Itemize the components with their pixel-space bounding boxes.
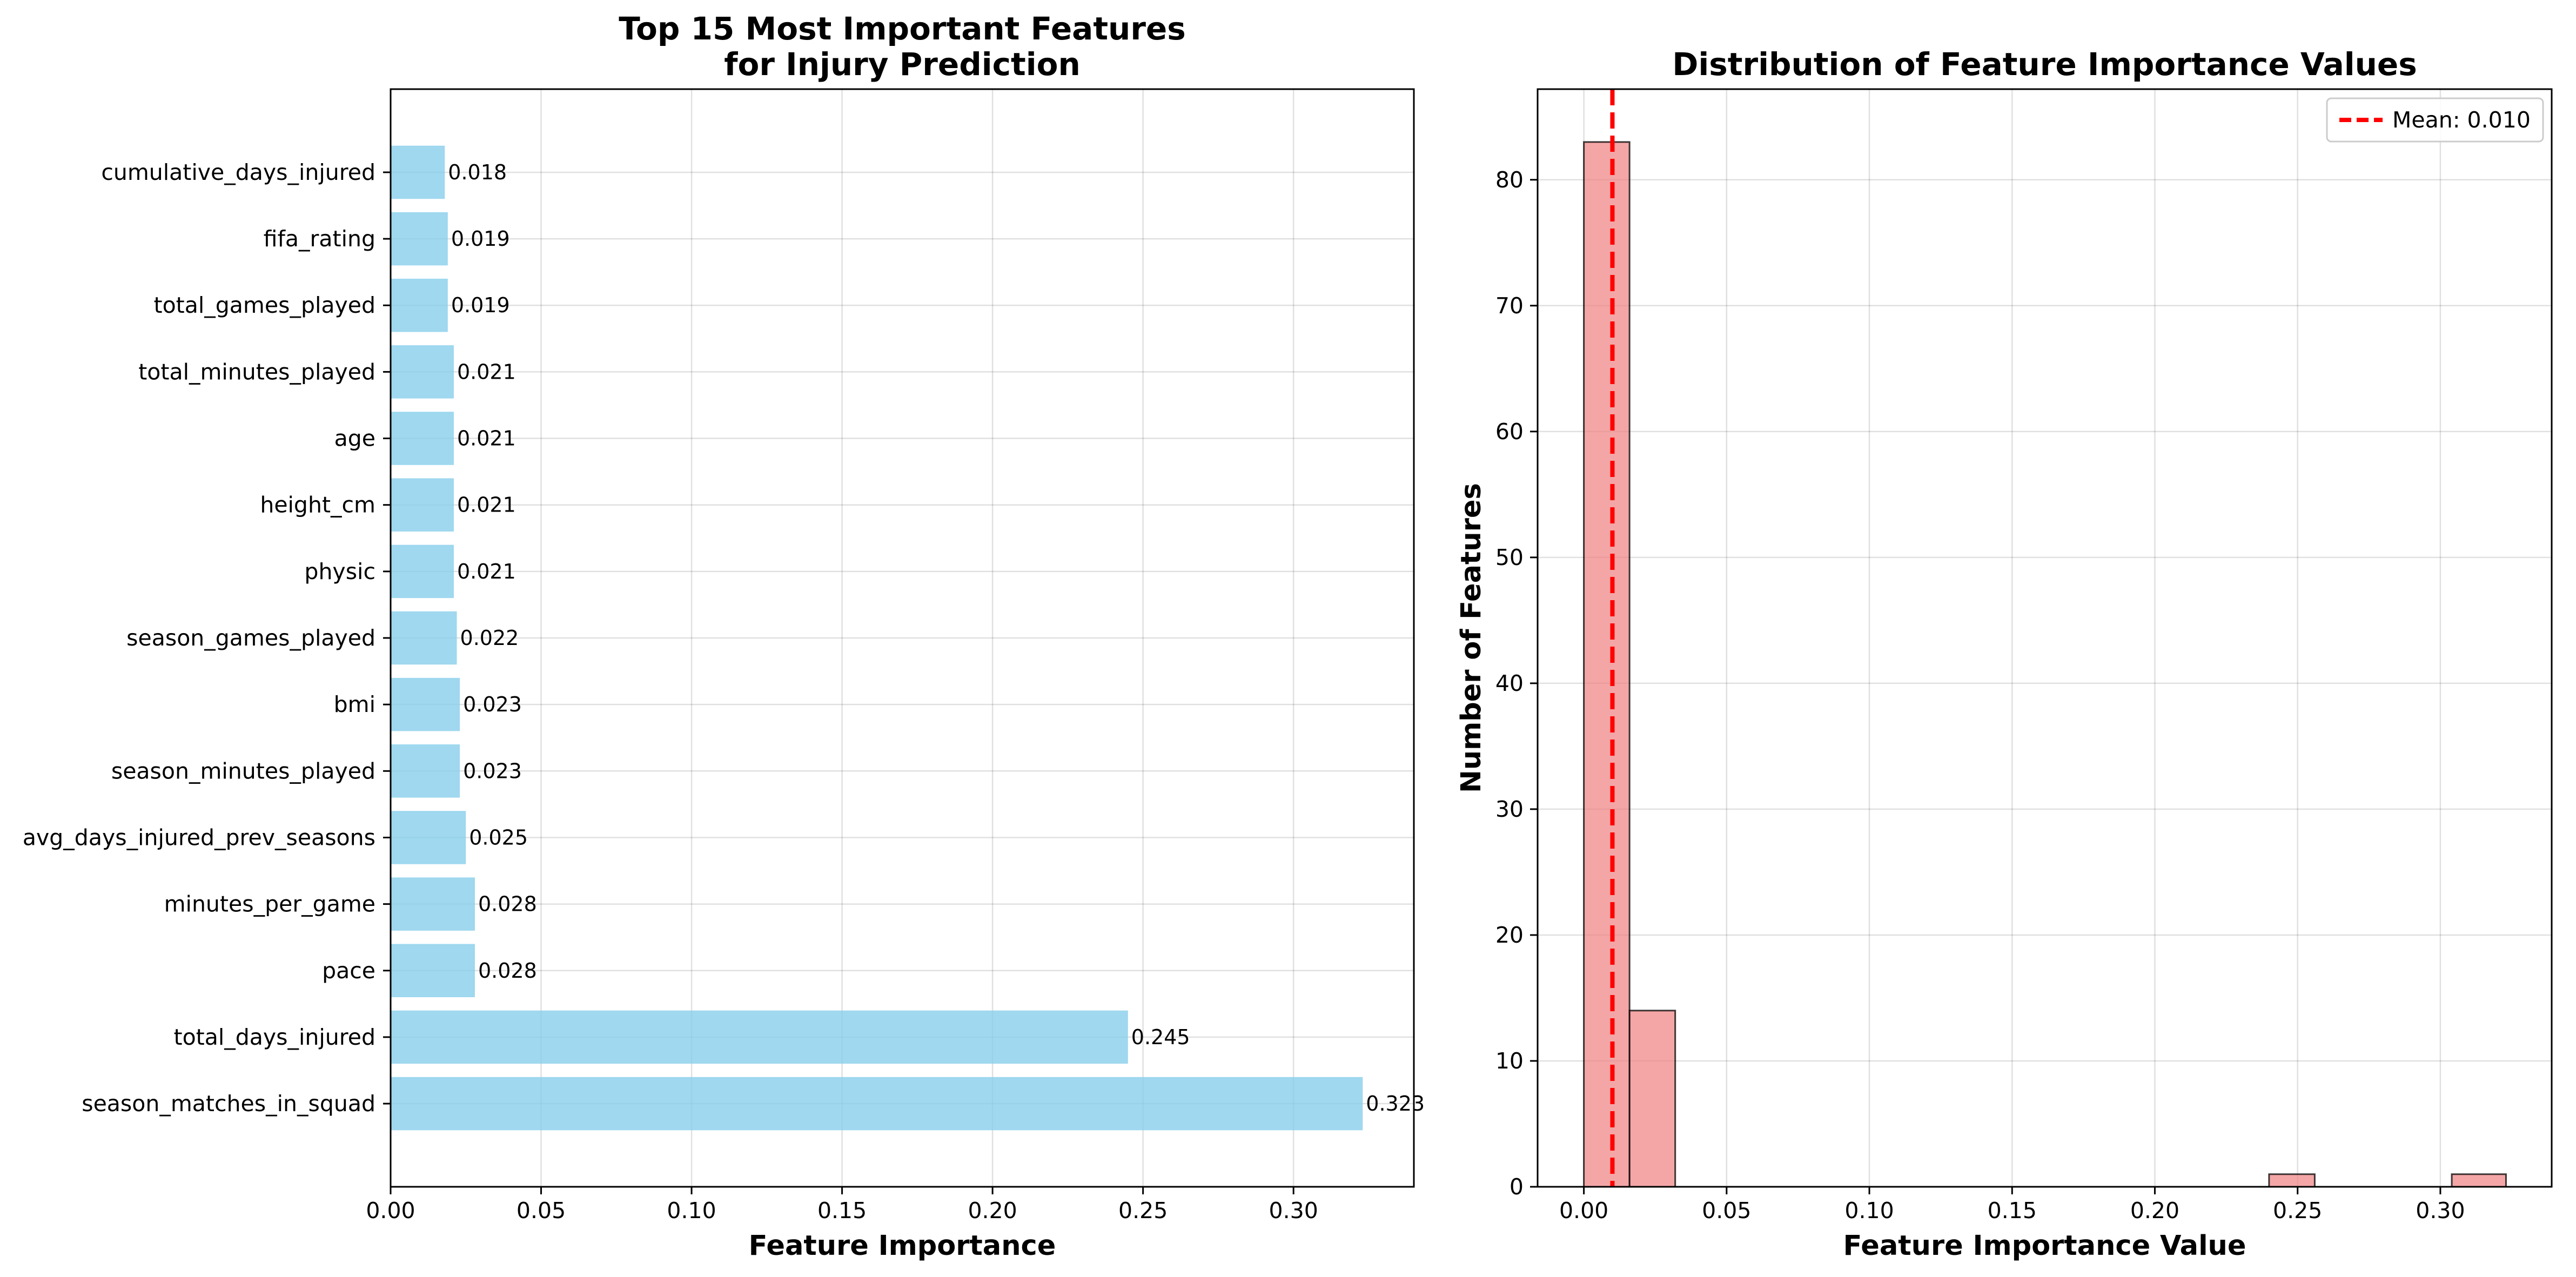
left-x-axis-label: Feature Importance: [749, 1230, 1056, 1262]
left-x-ticks: 0.00 0.05 0.10 0.15 0.20 0.25 0.30: [366, 1187, 1318, 1224]
histogram-bin-0: [1583, 141, 1631, 1188]
data-label-cumulative_days_injured: 0.018: [448, 160, 507, 184]
data-label-physic: 0.021: [457, 560, 516, 583]
bar-cumulative_days_injured: [391, 145, 445, 199]
right-axes-frame: [1537, 88, 2553, 1188]
bar-height_cm: [391, 478, 454, 532]
legend-mean-label: Mean: 0.010: [2392, 107, 2531, 133]
bar-fifa_rating: [391, 212, 448, 266]
right-x-tick-label-0.15: 0.15: [1988, 1198, 2037, 1224]
data-label-total_games_played: 0.019: [451, 293, 510, 317]
data-label-age: 0.021: [457, 427, 516, 451]
data-label-minutes_per_game: 0.028: [478, 892, 537, 916]
histogram-bin-15: [2268, 1173, 2316, 1188]
right-y-tick-label-70: 70: [1495, 293, 1524, 319]
right-y-tick-label-80: 80: [1495, 167, 1524, 193]
right-x-tick-label-0.10: 0.10: [1844, 1198, 1894, 1224]
y-tick-label-total_minutes_played: total_minutes_played: [138, 359, 375, 385]
right-y-tick-label-20: 20: [1495, 922, 1524, 948]
right-y-ticks: 0 10 20 30 40 50 60 70 80: [1495, 167, 1538, 1200]
bar-season_games_played: [391, 611, 457, 665]
right-y-tick-label-0: 0: [1510, 1174, 1524, 1200]
right-y-tick-label-40: 40: [1495, 670, 1524, 696]
y-tick-label-height_cm: height_cm: [260, 492, 375, 518]
y-tick-label-fifa_rating: fifa_rating: [264, 226, 375, 252]
x-tick-label-0.05: 0.05: [516, 1198, 566, 1224]
left-data-labels: 0.323 0.245 0.028 0.028 0.025 0.023 0.023 0.022…: [448, 160, 1425, 1115]
x-tick-label-0.15: 0.15: [817, 1198, 867, 1224]
right-y-tick-label-10: 10: [1495, 1048, 1524, 1074]
right-x-axis-label: Feature Importance Value: [1843, 1230, 2246, 1262]
y-tick-label-total_days_injured: total_days_injured: [174, 1024, 375, 1050]
right-grid: [1538, 89, 2552, 1188]
feature-importance-bar-chart: 0.323 0.245 0.028 0.028 0.025 0.023 0.023 0.022…: [23, 10, 1425, 1262]
x-tick-label-0.10: 0.10: [667, 1198, 716, 1224]
y-tick-label-season_minutes_played: season_minutes_played: [111, 758, 375, 784]
y-tick-label-season_matches_in_squad: season_matches_in_squad: [82, 1091, 375, 1117]
left-y-ticks: season_matches_in_squad total_days_injure…: [23, 159, 391, 1117]
x-tick-label-0.00: 0.00: [366, 1198, 415, 1224]
data-label-fifa_rating: 0.019: [451, 227, 510, 251]
data-label-season_games_played: 0.022: [460, 626, 519, 650]
data-label-bmi: 0.023: [463, 693, 522, 716]
right-y-axis-label: Number of Features: [1455, 483, 1487, 793]
right-x-tick-label-0.25: 0.25: [2273, 1198, 2322, 1224]
bar-season_matches_in_squad: [391, 1077, 1363, 1131]
bar-bmi: [391, 677, 460, 731]
legend: Mean: 0.010: [2326, 97, 2544, 143]
left-chart-title-line-2: for Injury Prediction: [724, 46, 1081, 83]
y-tick-label-pace: pace: [322, 958, 375, 984]
right-x-ticks: 0.00 0.05 0.10 0.15 0.20 0.25 0.30: [1559, 1187, 2465, 1224]
y-tick-label-minutes_per_game: minutes_per_game: [164, 891, 375, 917]
right-y-tick-label-60: 60: [1495, 419, 1524, 445]
x-tick-label-0.20: 0.20: [968, 1198, 1017, 1224]
right-x-tick-label-0.20: 0.20: [2130, 1198, 2179, 1224]
legend-box: [2326, 97, 2544, 143]
histogram-bin-19: [2451, 1173, 2507, 1188]
right-x-tick-label-0.30: 0.30: [2416, 1198, 2465, 1224]
histogram-bin-1: [1628, 1010, 1676, 1188]
y-tick-label-cumulative_days_injured: cumulative_days_injured: [101, 159, 375, 185]
data-label-pace: 0.028: [478, 959, 537, 983]
y-tick-label-age: age: [334, 426, 375, 452]
data-label-avg_days_injured_prev_seasons: 0.025: [469, 825, 528, 849]
left-grid: [390, 89, 1414, 1187]
x-tick-label-0.25: 0.25: [1118, 1198, 1168, 1224]
data-label-total_minutes_played: 0.021: [457, 360, 516, 384]
bar-total_games_played: [391, 278, 448, 332]
bar-pace: [391, 944, 475, 998]
bar-minutes_per_game: [391, 877, 475, 931]
y-tick-label-bmi: bmi: [334, 691, 375, 717]
data-label-season_matches_in_squad: 0.323: [1366, 1092, 1425, 1115]
y-tick-label-physic: physic: [304, 559, 375, 584]
right-x-tick-label-0.00: 0.00: [1559, 1198, 1608, 1224]
x-tick-label-0.30: 0.30: [1269, 1198, 1318, 1224]
bar-total_minutes_played: [391, 345, 454, 399]
right-x-tick-label-0.05: 0.05: [1702, 1198, 1751, 1224]
y-tick-label-avg_days_injured_prev_seasons: avg_days_injured_prev_seasons: [23, 824, 375, 850]
right-chart-title: Distribution of Feature Importance Value…: [1672, 46, 2417, 83]
data-label-total_days_injured: 0.245: [1131, 1025, 1190, 1049]
left-bars: [391, 145, 1363, 1131]
bar-age: [391, 412, 454, 465]
right-y-tick-label-30: 30: [1495, 796, 1524, 822]
data-label-season_minutes_played: 0.023: [463, 759, 522, 783]
bar-physic: [391, 545, 454, 599]
data-label-height_cm: 0.021: [457, 493, 516, 517]
y-tick-label-season_games_played: season_games_played: [126, 625, 375, 651]
right-y-tick-label-50: 50: [1495, 545, 1524, 570]
bar-avg_days_injured_prev_seasons: [391, 811, 466, 864]
bar-season_minutes_played: [391, 744, 460, 798]
left-chart-title-line-1: Top 15 Most Important Features: [619, 10, 1186, 47]
bar-total_days_injured: [391, 1010, 1128, 1064]
right-bars: [1583, 141, 2507, 1188]
y-tick-label-total_games_played: total_games_played: [154, 292, 375, 318]
